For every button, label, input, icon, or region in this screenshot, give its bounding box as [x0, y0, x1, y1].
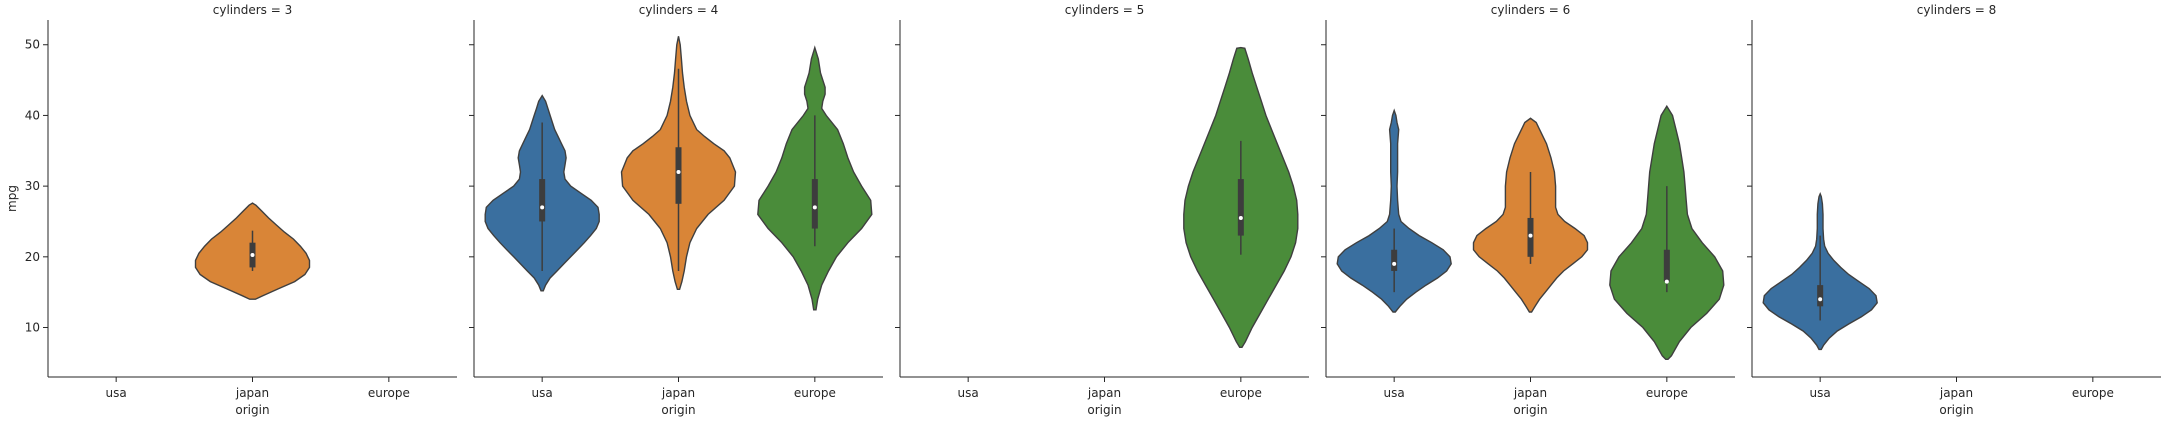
y-tick-label: 20	[25, 250, 40, 264]
x-tick-label-japan: japan	[1513, 386, 1547, 400]
violin-median-point	[1818, 297, 1823, 302]
x-axis-label: origin	[235, 403, 269, 417]
x-tick-label-usa: usa	[106, 386, 127, 400]
panel-title: cylinders = 3	[213, 3, 292, 17]
violin-median-point	[1528, 233, 1533, 238]
x-axis-label: origin	[1513, 403, 1547, 417]
violin-median-point	[1664, 279, 1669, 284]
panel-3: cylinders = 5 usa japan europe origin	[895, 3, 1309, 417]
x-tick-label-europe: europe	[1220, 386, 1262, 400]
violin-box	[1391, 249, 1398, 271]
panel-2: cylinders = 4 usa japan europe origin	[469, 3, 883, 417]
violin-box	[539, 179, 546, 222]
violin-median-point	[1238, 215, 1243, 220]
x-tick-label-japan: japan	[1939, 386, 1973, 400]
x-tick-label-europe: europe	[2072, 386, 2114, 400]
x-tick-label-japan: japan	[1087, 386, 1121, 400]
y-axis-label: mpg	[5, 185, 19, 212]
x-tick-label-europe: europe	[794, 386, 836, 400]
x-tick-label-europe: europe	[368, 386, 410, 400]
x-tick-label-usa: usa	[532, 386, 553, 400]
x-tick-label-usa: usa	[1810, 386, 1831, 400]
violin-median-point	[1392, 261, 1397, 266]
x-axis-label: origin	[1939, 403, 1973, 417]
violin-median-point	[250, 253, 255, 258]
panel-1: cylinders = 3 10 20 30 40 50 usa japan europe ori…	[25, 3, 457, 417]
panel-title: cylinders = 5	[1065, 3, 1144, 17]
y-tick-label: 30	[25, 179, 40, 193]
violin-box	[1663, 249, 1670, 282]
x-axis-label: origin	[661, 403, 695, 417]
x-tick-label-japan: japan	[235, 386, 269, 400]
violin-box	[1237, 179, 1244, 236]
panel-5: cylinders = 8 usa japan europe origin	[1747, 3, 2161, 417]
violin-usa	[1336, 108, 1452, 313]
violin-median-point	[812, 205, 817, 210]
panel-4: cylinders = 6 usa japan europe origin	[1321, 3, 1735, 417]
y-tick-label: 50	[25, 38, 40, 52]
x-tick-label-usa: usa	[958, 386, 979, 400]
violin-median-point	[676, 169, 681, 174]
violin-median-point	[540, 205, 545, 210]
panel-title: cylinders = 4	[639, 3, 718, 17]
x-tick-label-usa: usa	[1384, 386, 1405, 400]
panel-title: cylinders = 8	[1917, 3, 1996, 17]
x-axis-label: origin	[1087, 403, 1121, 417]
violin-box	[811, 179, 818, 229]
y-tick-label: 10	[25, 321, 40, 335]
x-tick-label-japan: japan	[661, 386, 695, 400]
violin-box	[1817, 285, 1824, 307]
y-tick-label: 40	[25, 108, 40, 122]
violin-box	[675, 147, 682, 204]
panel-title: cylinders = 6	[1491, 3, 1570, 17]
x-tick-label-europe: europe	[1646, 386, 1688, 400]
